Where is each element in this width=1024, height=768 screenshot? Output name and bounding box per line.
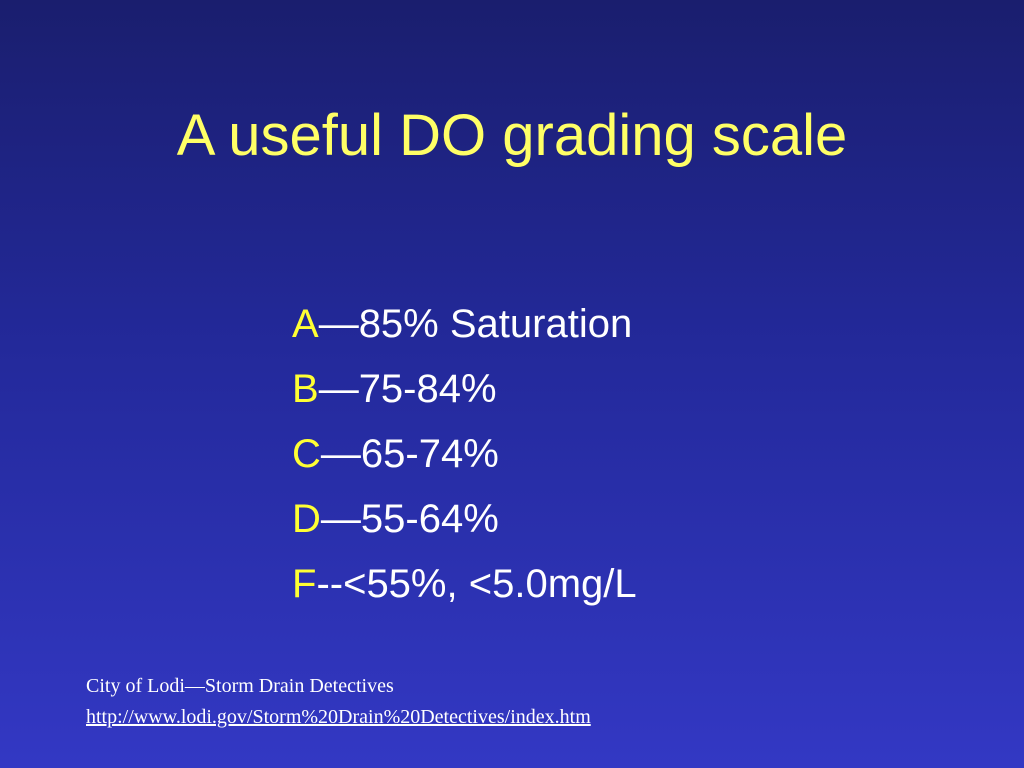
grade-item-f: F--<55%, <5.0mg/L <box>292 552 637 617</box>
grade-range: —75-84% <box>318 367 497 411</box>
grade-letter: C <box>292 432 321 476</box>
grade-item-a: A—85% Saturation <box>292 292 637 357</box>
grade-letter: A <box>292 302 319 346</box>
source-link[interactable]: http://www.lodi.gov/Storm%20Drain%20Dete… <box>86 706 591 728</box>
grade-range: —55-64% <box>320 497 499 541</box>
grade-range: --<55%, <5.0mg/L <box>316 562 637 606</box>
grade-letter: F <box>292 562 317 606</box>
source-credit: City of Lodi—Storm Drain Detectives <box>86 675 394 697</box>
grade-item-c: C—65-74% <box>292 422 637 487</box>
grade-range: —65-74% <box>320 432 499 476</box>
grade-letter: B <box>292 367 319 411</box>
slide-title: A useful DO grading scale <box>176 103 848 168</box>
source-citation: City of Lodi—Storm Drain Detectives http… <box>86 671 591 733</box>
grade-item-d: D—55-64% <box>292 487 637 552</box>
grade-letter: D <box>292 497 321 541</box>
grade-range: —85% Saturation <box>318 302 633 346</box>
grade-list: A—85% Saturation B—75-84% C—65-74% D—55-… <box>292 292 637 617</box>
grade-item-b: B—75-84% <box>292 357 637 422</box>
